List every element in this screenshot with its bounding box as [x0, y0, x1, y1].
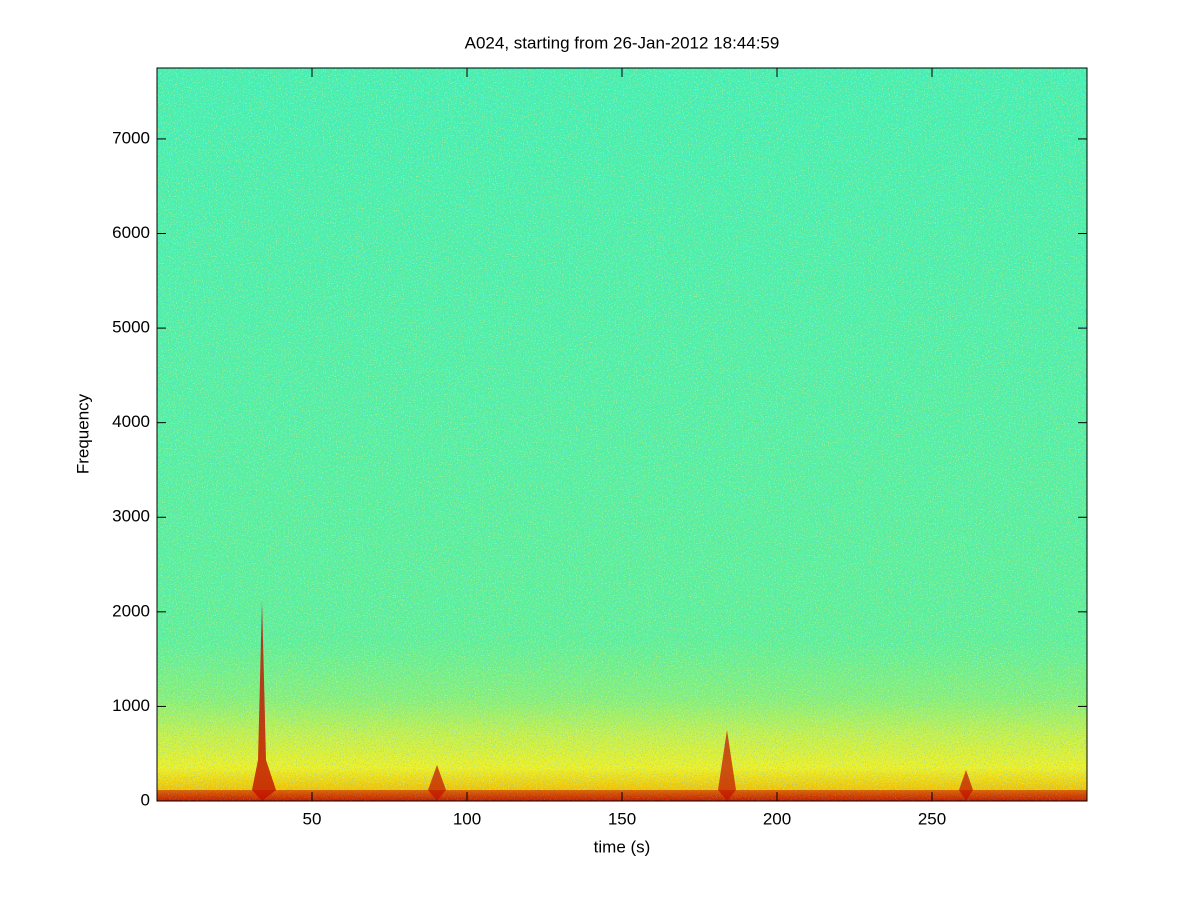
spectrogram-image — [157, 68, 1087, 801]
y-tick-label: 7000 — [112, 128, 150, 147]
y-axis-label: Frequency — [73, 393, 92, 474]
x-tick-label: 200 — [763, 809, 791, 828]
x-tick-label: 50 — [303, 809, 322, 828]
chart-title: A024, starting from 26-Jan-2012 18:44:59 — [465, 33, 780, 52]
y-tick-label: 2000 — [112, 601, 150, 620]
y-tick-label: 0 — [141, 790, 150, 809]
x-tick-label: 250 — [918, 809, 946, 828]
y-tick-label: 4000 — [112, 412, 150, 431]
y-tick-label: 3000 — [112, 507, 150, 526]
y-tick-label: 6000 — [112, 223, 150, 242]
x-tick-label: 150 — [608, 809, 636, 828]
x-axis-label: time (s) — [594, 837, 651, 856]
y-tick-label: 5000 — [112, 318, 150, 337]
x-tick-label: 100 — [453, 809, 481, 828]
y-tick-label: 1000 — [112, 696, 150, 715]
